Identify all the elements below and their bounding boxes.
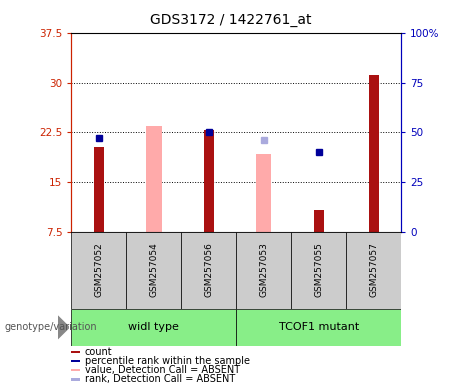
Text: value, Detection Call = ABSENT: value, Detection Call = ABSENT — [85, 365, 240, 375]
Bar — [146, 126, 161, 232]
Polygon shape — [58, 316, 69, 339]
Bar — [236, 232, 291, 309]
Bar — [126, 232, 181, 309]
Bar — [314, 210, 324, 232]
Bar — [369, 74, 378, 232]
Bar — [291, 232, 346, 309]
Bar — [346, 232, 401, 309]
Bar — [256, 154, 272, 232]
Text: GSM257054: GSM257054 — [149, 242, 159, 296]
Text: GSM257057: GSM257057 — [369, 242, 378, 296]
Text: TCOF1 mutant: TCOF1 mutant — [278, 322, 359, 333]
Bar — [71, 369, 80, 371]
Text: GSM257053: GSM257053 — [259, 242, 268, 296]
Text: widl type: widl type — [129, 322, 179, 333]
Text: rank, Detection Call = ABSENT: rank, Detection Call = ABSENT — [85, 374, 235, 384]
Bar — [71, 309, 236, 346]
Bar — [181, 232, 236, 309]
Text: percentile rank within the sample: percentile rank within the sample — [85, 356, 250, 366]
Bar — [71, 378, 80, 381]
Text: GSM257056: GSM257056 — [204, 242, 213, 296]
Bar — [71, 232, 126, 309]
Text: GSM257052: GSM257052 — [95, 242, 103, 296]
Bar — [204, 131, 214, 232]
Bar — [94, 147, 104, 232]
Text: genotype/variation: genotype/variation — [5, 322, 97, 333]
Text: count: count — [85, 347, 112, 357]
Bar — [236, 309, 401, 346]
Bar — [71, 351, 80, 353]
Bar — [71, 360, 80, 362]
Text: GDS3172 / 1422761_at: GDS3172 / 1422761_at — [150, 13, 311, 27]
Text: GSM257055: GSM257055 — [314, 242, 323, 296]
